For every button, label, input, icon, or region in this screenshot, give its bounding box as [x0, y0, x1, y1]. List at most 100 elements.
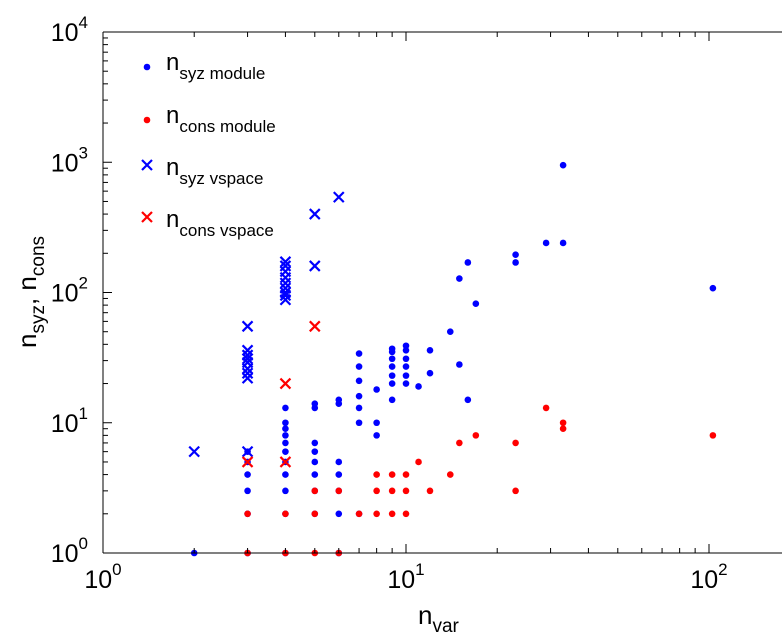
data-point: [426, 487, 434, 495]
legend-label-cons-vspace: ncons vspace: [166, 206, 274, 240]
data-point-x: [241, 456, 254, 468]
data-point: [559, 425, 567, 433]
data-point-x: [241, 367, 254, 380]
data-point: [282, 439, 289, 447]
data-point: [402, 363, 410, 370]
x-tick-label: 100: [84, 560, 121, 594]
legend-item-cons-vspace: ncons vspace: [141, 206, 274, 240]
data-point-x: [241, 352, 254, 365]
data-point: [355, 419, 363, 427]
legend-label-cons-module: ncons module: [166, 102, 276, 136]
data-point: [311, 439, 319, 447]
data-point: [388, 363, 396, 370]
data-point: [464, 259, 472, 266]
data-point: [355, 363, 363, 370]
data-point: [472, 300, 480, 308]
data-point: [311, 471, 319, 478]
data-point: [311, 487, 319, 495]
y-tick-label: 100: [51, 534, 88, 568]
legend-marker-syz-module: [143, 63, 151, 71]
data-point-x: [241, 349, 254, 361]
data-point-x: [309, 260, 321, 272]
legend-marker-cons-vspace: [141, 211, 153, 223]
legend-item-syz-module: nsyz module: [143, 49, 265, 83]
data-point: [388, 372, 396, 379]
axis-ticks: 100 101 102 103 104 100 101 102: [51, 13, 728, 594]
data-point: [244, 471, 251, 478]
data-point: [512, 259, 519, 266]
data-point: [456, 275, 463, 282]
data-point-x: [309, 320, 321, 333]
data-point: [402, 471, 410, 478]
data-point-x: [241, 320, 254, 333]
data-point-x: [279, 377, 292, 390]
data-point: [311, 510, 319, 518]
data-point: [282, 510, 289, 518]
data-point-x: [309, 208, 321, 220]
data-point-x: [279, 260, 292, 272]
series-1: [244, 404, 717, 557]
data-point: [355, 350, 363, 357]
data-point: [426, 346, 434, 354]
legend: nsyz module ncons module nsyz vspace nco…: [141, 49, 276, 240]
data-point: [426, 369, 434, 377]
data-point: [244, 487, 251, 495]
data-point: [402, 342, 410, 350]
data-point: [559, 419, 567, 427]
data-point: [709, 284, 717, 292]
data-point: [355, 377, 363, 385]
data-point: [311, 400, 319, 408]
legend-item-syz-vspace: nsyz vspace: [141, 154, 263, 188]
series-3: [241, 320, 321, 468]
data-point: [335, 487, 343, 495]
data-point: [402, 355, 410, 363]
data-point: [388, 380, 396, 387]
y-tick-label: 102: [51, 274, 88, 308]
data-point: [512, 439, 519, 447]
data-point-x: [279, 456, 292, 468]
data-point: [472, 432, 480, 439]
data-point: [402, 380, 410, 387]
data-point: [415, 458, 422, 466]
x-axis-label: nvar: [418, 600, 460, 637]
data-point-x: [188, 445, 200, 458]
data-point: [402, 372, 410, 379]
data-point: [335, 510, 343, 518]
data-point: [282, 425, 289, 433]
data-point: [464, 396, 472, 404]
data-point: [335, 458, 343, 466]
data-point: [542, 239, 550, 247]
data-point: [512, 487, 519, 495]
x-tick-label: 102: [690, 560, 727, 594]
data-point: [388, 510, 396, 518]
data-point: [244, 510, 251, 518]
data-point: [402, 487, 410, 495]
data-point: [373, 419, 380, 427]
data-point: [335, 471, 343, 478]
data-point: [388, 487, 396, 495]
data-point: [282, 419, 289, 427]
data-point-x: [279, 286, 292, 299]
data-point: [446, 471, 454, 478]
data-point: [709, 432, 717, 439]
data-point: [373, 386, 380, 393]
data-point: [388, 355, 396, 363]
legend-label-syz-vspace: nsyz vspace: [166, 154, 263, 188]
data-point: [335, 396, 343, 404]
data-point: [456, 361, 463, 368]
data-point: [512, 251, 519, 259]
data-point: [373, 432, 380, 439]
data-point: [559, 239, 567, 247]
data-point: [402, 346, 410, 354]
plot-area: [103, 32, 782, 553]
data-point: [402, 510, 410, 518]
legend-marker-cons-module: [143, 116, 151, 124]
data-point: [311, 458, 319, 466]
x-tick-label: 101: [387, 560, 424, 594]
data-point: [373, 471, 380, 478]
data-point: [355, 404, 363, 412]
data-point: [446, 328, 454, 336]
data-point: [355, 392, 363, 400]
legend-item-cons-module: ncons module: [143, 102, 276, 136]
